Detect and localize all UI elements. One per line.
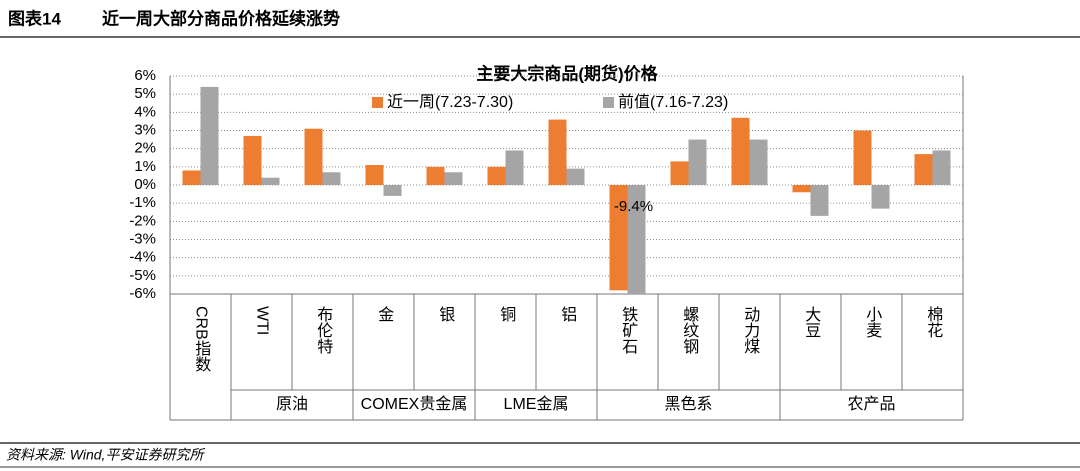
bar (243, 135, 262, 185)
figure-number: 图表14 (8, 8, 61, 28)
bar (914, 154, 933, 185)
group-label: LME金属 (504, 395, 569, 413)
bar (566, 168, 585, 185)
bar (505, 150, 524, 185)
bar (426, 166, 445, 185)
bar (853, 130, 872, 185)
bar (383, 185, 402, 196)
bar (670, 161, 689, 185)
y-tick-label: 0% (134, 176, 156, 193)
x-tick-label: 银 (436, 306, 455, 322)
x-tick-label: 布伦特 (314, 306, 333, 354)
x-tick-label: 金 (375, 306, 394, 322)
y-tick-label: 1% (134, 158, 156, 175)
bar (261, 177, 280, 185)
bar (487, 166, 506, 185)
legend-label: 前值(7.16-7.23) (618, 93, 728, 111)
x-tick-label: CRB指数 (192, 306, 211, 372)
bar (792, 185, 811, 193)
x-tick-label: 棉花 (924, 306, 943, 338)
bar (688, 139, 707, 185)
bar (304, 128, 323, 185)
legend-swatch (372, 97, 383, 108)
y-tick-label: -3% (129, 230, 156, 247)
bar (609, 185, 628, 291)
bar (182, 170, 201, 185)
y-tick-label: 3% (134, 121, 156, 138)
data-label: -9.4% (614, 198, 653, 215)
group-label: 黑色系 (664, 395, 712, 413)
legend-swatch (603, 97, 614, 108)
y-tick-label: -6% (129, 285, 156, 302)
group-label: 原油 (276, 395, 308, 413)
y-tick-label: -5% (129, 267, 156, 284)
y-tick-label: 6% (134, 67, 156, 84)
x-tick-label: 螺纹钢 (680, 306, 699, 355)
figure-title: 近一周大部分商品价格延续涨势 (102, 8, 340, 28)
x-tick-label: 铁矿石 (619, 306, 638, 354)
x-tick-label: 铝 (558, 306, 577, 322)
y-tick-label: 5% (134, 85, 156, 102)
group-label: COMEX贵金属 (361, 395, 468, 413)
bar (932, 150, 951, 185)
bar (365, 165, 384, 185)
chart-title: 主要大宗商品(期货)价格 (476, 63, 658, 83)
y-tick-label: -4% (129, 249, 156, 266)
y-tick-label: -1% (129, 194, 156, 211)
bar (871, 185, 890, 209)
x-tick-label: 铜 (497, 306, 516, 323)
group-label: 农产品 (847, 395, 895, 413)
bar (627, 185, 646, 294)
y-tick-label: -2% (129, 212, 156, 229)
y-tick-label: 4% (134, 103, 156, 120)
x-tick-label: 小麦 (863, 306, 882, 338)
bar (322, 172, 341, 185)
x-tick-label: WTI (253, 306, 270, 335)
y-tick-label: 2% (134, 140, 156, 157)
legend-label: 近一周(7.23-7.30) (387, 93, 513, 111)
bar (548, 119, 567, 185)
bar (444, 172, 463, 185)
source: 资料来源: Wind,平安证券研究所 (6, 447, 205, 463)
x-tick-label: 动力煤 (741, 306, 760, 354)
bar (749, 139, 768, 185)
bar (810, 185, 829, 216)
x-tick-label: 大豆 (802, 306, 821, 338)
bar (200, 86, 219, 185)
bar (731, 117, 750, 185)
